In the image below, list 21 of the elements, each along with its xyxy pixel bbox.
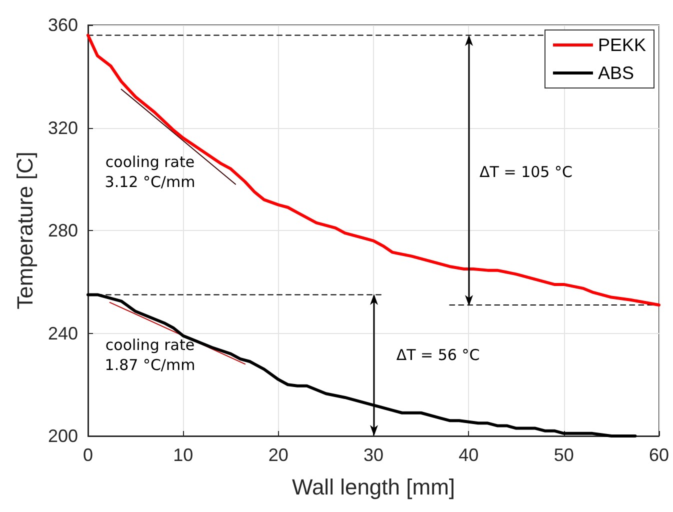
annotation: cooling rate 3.12 °C/mm: [104, 153, 196, 191]
y-tick-label: 360: [48, 15, 78, 35]
y-tick-label: 240: [48, 323, 78, 344]
x-tick-label: 30: [363, 445, 384, 465]
x-tick-label: 20: [268, 445, 288, 465]
legend-label: ABS: [598, 63, 634, 83]
y-tick-label: 320: [48, 118, 78, 138]
x-tick-label: 50: [554, 445, 574, 465]
legend-label: PEKK: [598, 35, 646, 55]
annotation: ΔT = 105 °C: [480, 163, 572, 181]
x-axis-title: Wall length [mm]: [292, 474, 456, 500]
x-tick-label: 40: [458, 445, 479, 465]
x-tick-label: 60: [648, 445, 670, 465]
x-tick-label: 0: [82, 445, 94, 465]
y-tick-label: 200: [48, 426, 78, 446]
y-axis-title: Temperature [C]: [12, 152, 38, 310]
y-tick-label: 280: [48, 220, 78, 240]
annotation: ΔT = 56 °C: [396, 346, 480, 364]
x-tick-label: 10: [173, 445, 194, 465]
annotation: cooling rate 1.87 °C/mm: [104, 336, 196, 374]
line-series: [86, 34, 660, 306]
